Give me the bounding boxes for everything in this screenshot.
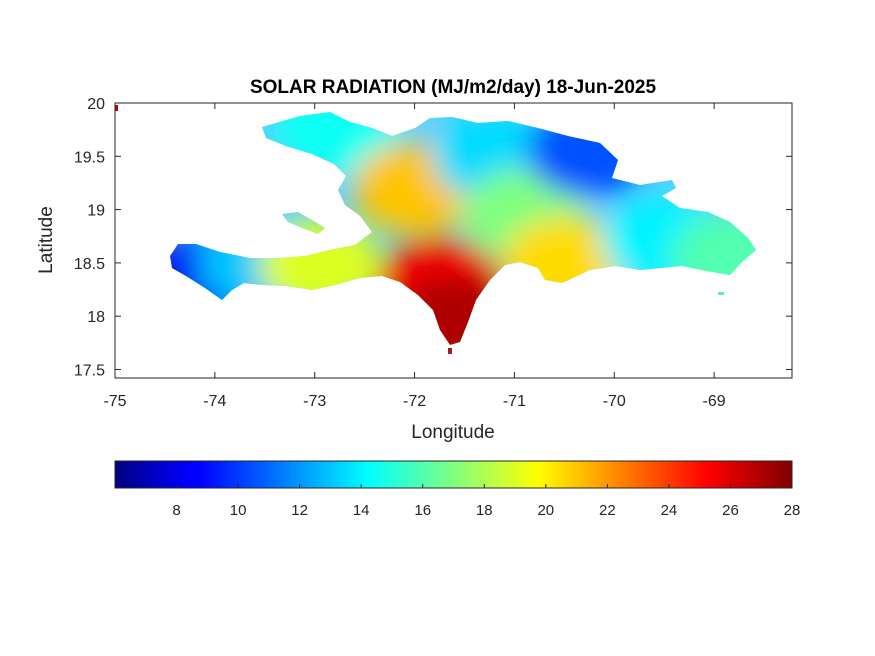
x-tick-label: -71 [503, 393, 526, 410]
colorbar-tick-label: 8 [172, 502, 180, 519]
x-axis-ticks: -75 -74 -73 -72 -71 -70 -69 [103, 103, 726, 410]
colorbar-tick-label: 26 [722, 502, 739, 519]
y-tick-label: 20 [87, 96, 105, 113]
x-tick-label: -75 [103, 393, 126, 410]
y-tick-label: 18 [87, 309, 105, 326]
colorbar-tick-label: 28 [784, 502, 801, 519]
y-axis-ticks: 17.5 18 18.5 19 19.5 20 [74, 96, 792, 379]
y-tick-label: 18.5 [74, 256, 105, 273]
x-tick-label: -73 [303, 393, 326, 410]
x-axis-label: Longitude [411, 422, 494, 443]
y-tick-label: 19 [87, 203, 105, 220]
colorbar-tick-label: 18 [476, 502, 493, 519]
y-tick-label: 19.5 [74, 149, 105, 166]
colorbar [114, 460, 793, 489]
colorbar-tick-label: 24 [661, 502, 678, 519]
colorbar-tick-label: 14 [353, 502, 370, 519]
colorbar-tick-label: 12 [291, 502, 308, 519]
colorbar-tick-label: 22 [599, 502, 616, 519]
colorbar-tick-label: 20 [537, 502, 554, 519]
chart-title: SOLAR RADIATION (MJ/m2/day) 18-Jun-2025 [250, 77, 657, 98]
y-tick-label: 17.5 [74, 362, 105, 379]
x-tick-label: -72 [403, 393, 426, 410]
axes-box [114, 102, 793, 379]
corner-artifact [115, 105, 118, 111]
x-tick-label: -69 [703, 393, 726, 410]
colorbar-tick-label: 16 [414, 502, 431, 519]
colorbar-ticks: 8 10 12 14 16 18 20 22 24 26 28 [172, 484, 800, 519]
colorbar-tick-label: 10 [230, 502, 247, 519]
x-tick-label: -70 [603, 393, 626, 410]
x-tick-label: -74 [203, 393, 226, 410]
y-axis-label: Latitude [36, 206, 57, 274]
